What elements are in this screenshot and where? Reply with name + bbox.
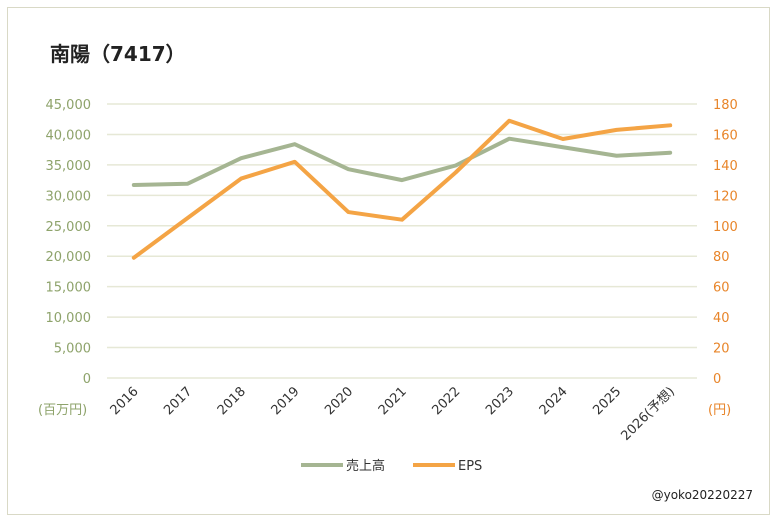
right-tick-label: 40 <box>713 311 730 326</box>
series-line-sales <box>131 136 673 187</box>
x-tick-label: 2021 <box>376 384 410 418</box>
right-tick-label: 140 <box>713 159 738 174</box>
legend-label: EPS <box>458 459 482 474</box>
left-tick-label: 35,000 <box>46 159 92 174</box>
x-tick-label: 2017 <box>161 384 195 418</box>
credit-text: @yoko20220227 <box>651 488 753 502</box>
x-tick-label: 2019 <box>269 384 303 418</box>
x-tick-label: 2016 <box>108 384 142 418</box>
right-axis-unit: (円) <box>708 403 731 418</box>
right-tick-label: 180 <box>713 98 738 113</box>
chart-frame <box>7 7 770 515</box>
chart-title: 南陽（7417） <box>50 42 186 66</box>
legend-label: 売上高 <box>346 458 385 474</box>
x-tick-label: 2025 <box>590 384 624 418</box>
right-tick-label: 100 <box>713 220 738 235</box>
x-tick-label: 2024 <box>537 384 571 418</box>
left-tick-label: 5,000 <box>54 342 91 357</box>
right-tick-label: 0 <box>713 372 721 387</box>
right-tick-label: 60 <box>713 281 730 296</box>
left-axis-unit: (百万円) <box>38 403 87 418</box>
left-tick-label: 15,000 <box>46 281 92 296</box>
x-tick-label: 2023 <box>483 384 517 418</box>
right-tick-label: 160 <box>713 128 738 143</box>
x-tick-label: 2022 <box>429 384 463 418</box>
left-tick-label: 20,000 <box>46 250 92 265</box>
right-tick-label: 120 <box>713 189 738 204</box>
x-tick-label: 2020 <box>322 384 356 418</box>
right-tick-label: 20 <box>713 342 730 357</box>
left-tick-label: 45,000 <box>46 98 92 113</box>
left-tick-label: 0 <box>83 372 91 387</box>
left-tick-label: 25,000 <box>46 220 92 235</box>
x-tick-label: 2026(予想) <box>618 384 678 444</box>
left-tick-label: 40,000 <box>46 128 92 143</box>
right-tick-label: 80 <box>713 250 730 265</box>
series-line-eps <box>131 118 673 260</box>
left-tick-label: 30,000 <box>46 189 92 204</box>
x-tick-label: 2018 <box>215 384 249 418</box>
left-tick-label: 10,000 <box>46 311 92 326</box>
